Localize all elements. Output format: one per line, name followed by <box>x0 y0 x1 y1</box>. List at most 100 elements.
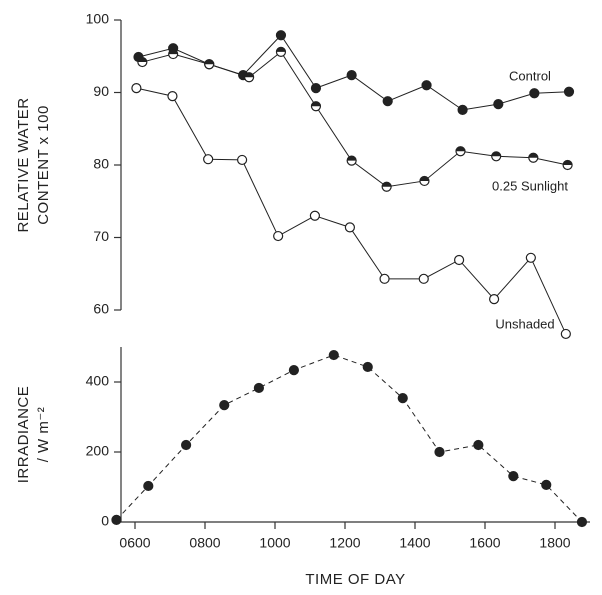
marker <box>560 328 571 340</box>
marker <box>489 294 500 305</box>
marker <box>143 480 154 492</box>
x-tick-label: 0800 <box>189 535 220 551</box>
series-label: Control <box>509 68 551 83</box>
data-point <box>168 48 179 60</box>
data-point <box>310 83 322 94</box>
y-tick-label: 0 <box>101 513 109 529</box>
marker-half <box>563 160 573 165</box>
marker-half <box>204 59 214 65</box>
x-tick-label: 1200 <box>329 535 360 551</box>
data-point <box>328 349 339 361</box>
marker <box>346 69 357 81</box>
y-tick-label: 60 <box>93 301 109 317</box>
marker-half <box>168 49 178 55</box>
data-point <box>362 361 373 373</box>
marker <box>273 230 284 242</box>
marker-half <box>311 101 321 107</box>
data-point <box>560 328 571 340</box>
x-tick-label: 1000 <box>259 535 290 551</box>
series-label: 0.25 Sunlight <box>492 178 568 193</box>
series-line <box>116 354 583 523</box>
marker-half <box>382 182 392 187</box>
series-line <box>136 87 567 335</box>
y-tick-label: 400 <box>86 373 110 389</box>
data-point <box>493 98 504 110</box>
marker <box>473 439 484 451</box>
marker <box>541 479 552 490</box>
marker <box>275 30 287 41</box>
marker <box>288 365 299 376</box>
data-point <box>346 155 357 166</box>
y-tick-label: 100 <box>86 11 110 27</box>
marker-half <box>528 153 538 158</box>
y-axis-label: / W m⁻² <box>35 407 52 463</box>
data-point <box>562 159 573 171</box>
x-tick-label: 0600 <box>119 535 150 551</box>
data-point <box>204 59 215 70</box>
data-point <box>421 80 432 91</box>
marker <box>167 91 178 102</box>
data-point <box>288 365 299 376</box>
marker <box>309 210 320 221</box>
data-point <box>253 382 264 394</box>
marker-half <box>419 176 429 181</box>
data-point <box>131 83 142 94</box>
data-point <box>237 154 248 166</box>
data-point <box>528 152 539 163</box>
y-tick-label: 80 <box>93 156 109 172</box>
series-label: Unshaded <box>495 316 554 331</box>
marker <box>382 96 393 107</box>
marker-half <box>276 47 286 52</box>
marker <box>418 273 429 284</box>
marker <box>576 516 588 528</box>
data-point <box>434 446 445 458</box>
marker <box>529 88 540 99</box>
data-point <box>454 254 465 266</box>
data-point <box>137 56 148 68</box>
data-point <box>310 101 322 112</box>
marker <box>421 80 432 91</box>
data-point <box>379 273 390 284</box>
y-tick-label: 200 <box>86 443 110 459</box>
marker <box>203 154 214 165</box>
marker <box>253 382 264 394</box>
data-point <box>275 46 287 58</box>
data-point <box>418 273 429 284</box>
data-point <box>181 439 192 451</box>
x-tick-label: 1600 <box>469 535 500 551</box>
data-point <box>203 154 214 165</box>
data-point <box>309 210 320 221</box>
data-point <box>529 88 540 99</box>
x-axis-label: TIME OF DAY <box>305 571 405 588</box>
y-axis-label: IRRADIANCE <box>15 386 32 484</box>
data-point <box>346 69 357 81</box>
data-point <box>143 480 154 492</box>
y-axis-label: RELATIVE WATER <box>15 97 32 232</box>
marker <box>493 98 504 110</box>
marker <box>237 154 248 166</box>
marker-half <box>347 156 357 161</box>
data-point <box>275 30 287 41</box>
marker <box>310 83 322 94</box>
data-point <box>397 393 408 404</box>
data-point <box>525 252 536 263</box>
marker <box>454 254 465 266</box>
data-point <box>344 222 355 233</box>
data-point <box>473 439 484 451</box>
y-axis-label: CONTENT x 100 <box>35 105 52 225</box>
data-point <box>273 230 284 242</box>
marker <box>525 252 536 263</box>
data-point <box>111 514 122 526</box>
marker-half <box>137 57 147 63</box>
x-tick-label: 1400 <box>399 535 430 551</box>
marker-half <box>244 72 254 78</box>
marker-half <box>456 146 465 152</box>
x-tick-label: 1800 <box>539 535 570 551</box>
marker <box>457 104 468 116</box>
data-point <box>455 146 466 157</box>
data-point <box>419 175 430 187</box>
y-tick-label: 90 <box>93 83 109 99</box>
data-point <box>508 471 519 482</box>
marker <box>219 400 230 411</box>
